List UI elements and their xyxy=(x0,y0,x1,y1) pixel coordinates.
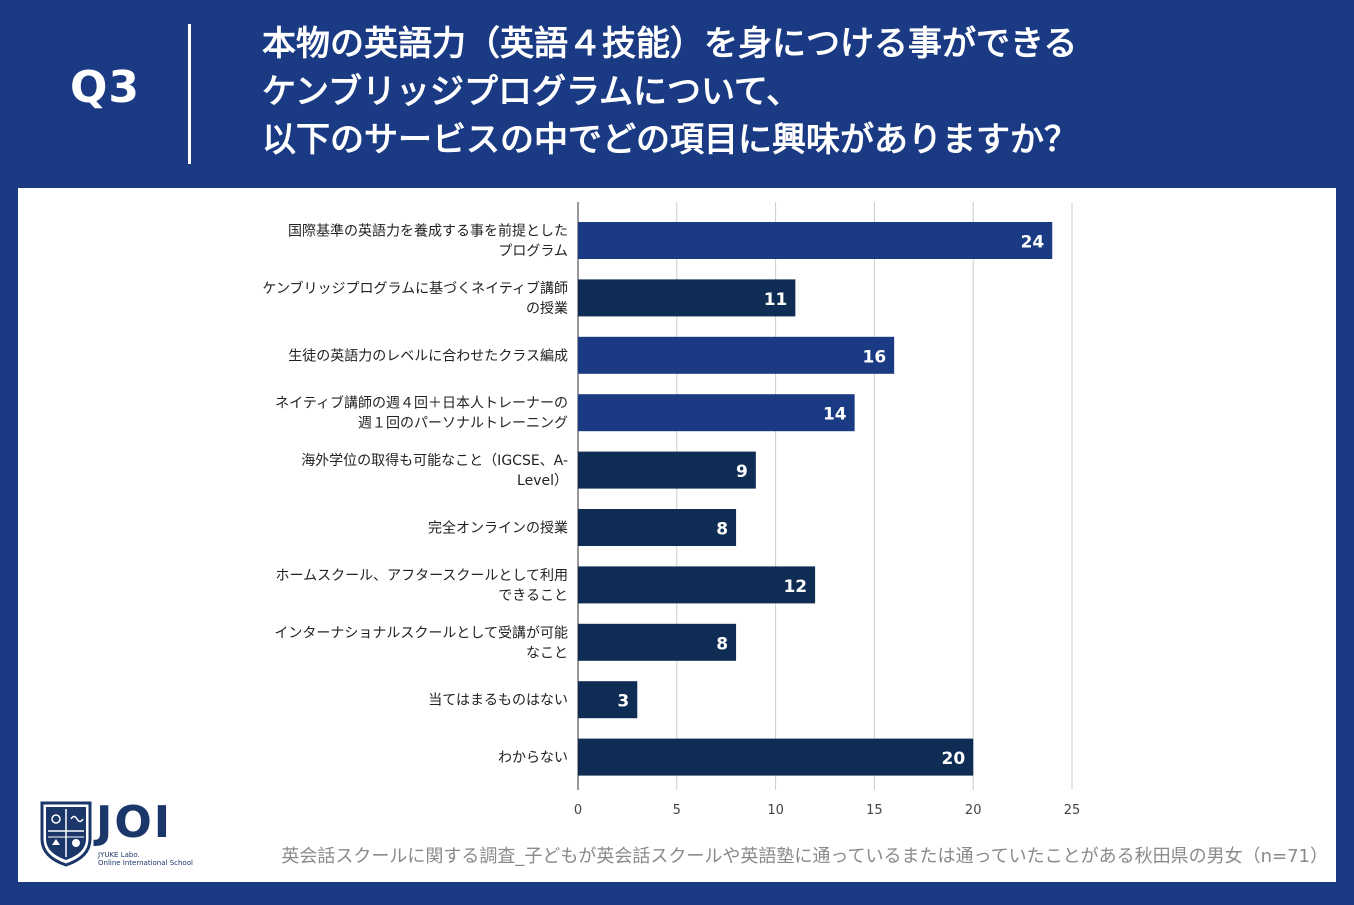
logo-subtitle-line-2: Online International School xyxy=(98,859,193,867)
question-title: 本物の英語力（英語４技能）を身につける事ができる ケンブリッジプログラムについて… xyxy=(262,20,1342,164)
category-label-line: 完全オンラインの授業 xyxy=(428,520,568,537)
category-label: ネイティブ講師の週４回＋日本人トレーナーの週１回のパーソナルトレーニング xyxy=(275,395,568,432)
x-tick-label: 20 xyxy=(965,803,982,818)
logo-subtitle-line-1: JYUKE Labo. xyxy=(98,851,140,859)
logo-subtitle: JYUKE Labo. Online International School xyxy=(98,851,193,867)
x-tick-label: 10 xyxy=(767,803,784,818)
category-label-line: 当てはまるものはない xyxy=(428,693,568,709)
question-title-line-3: 以下のサービスの中でどの項目に興味がありますか？ xyxy=(262,120,1078,160)
question-title-line-1: 本物の英語力（英語４技能）を身につける事ができる xyxy=(262,24,1078,64)
bar xyxy=(578,623,737,661)
x-tick-label: 25 xyxy=(1064,803,1081,818)
category-label-line: ケンブリッジプログラムに基づくネイティブ講師 xyxy=(262,280,568,297)
bar xyxy=(578,509,737,546)
category-label: 当てはまるものはない xyxy=(428,693,568,709)
bar xyxy=(578,738,974,776)
bar xyxy=(578,394,855,432)
bar-value-label: 8 xyxy=(716,520,728,540)
category-label-line: プログラム xyxy=(498,244,568,260)
category-label-line: の授業 xyxy=(526,301,568,317)
category-label-line: なこと xyxy=(526,645,568,661)
category-label-line: インターナショナルスクールとして受講が可能 xyxy=(274,625,568,641)
bar xyxy=(578,566,816,604)
category-label: 海外学位の取得も可能なこと（IGCSE、A- Level） xyxy=(301,452,568,489)
bar-value-label: 24 xyxy=(1021,233,1045,253)
category-label: 生徒の英語力のレベルに合わせたクラス編成 xyxy=(288,347,568,364)
category-label-line: ネイティブ講師の週４回＋日本人トレーナーの xyxy=(275,395,568,412)
survey-footnote: 英会話スクールに関する調査_子どもが英会話スクールや英語塾に通っているまたは通っ… xyxy=(281,846,1328,867)
shield-emblem-icon xyxy=(40,801,92,867)
question-title-line-2: ケンブリッジプログラムについて、 xyxy=(262,72,801,112)
category-label: わからない xyxy=(498,750,568,766)
bar-value-label: 8 xyxy=(716,634,728,654)
category-label-line: 国際基準の英語力を養成する事を前提とした xyxy=(288,223,568,240)
bar-value-label: 20 xyxy=(942,749,966,769)
category-label-line: ホームスクール、アフタースクールとして利用 xyxy=(276,568,568,584)
category-label: インターナショナルスクールとして受講が可能なこと xyxy=(274,625,568,661)
logo-wordmark: JOI xyxy=(96,797,173,848)
bar xyxy=(578,222,1053,259)
category-label-line: 海外学位の取得も可能なこと（IGCSE、A- xyxy=(301,452,568,469)
bar xyxy=(578,681,638,719)
category-label-line: Level） xyxy=(517,473,568,489)
x-tick-label: 15 xyxy=(866,803,883,818)
joi-logo: JOI JYUKE Labo. Online International Sch… xyxy=(38,797,208,869)
category-label: 国際基準の英語力を養成する事を前提としたプログラム xyxy=(288,223,568,260)
bar xyxy=(578,451,756,489)
bar xyxy=(578,336,895,374)
category-label: 完全オンラインの授業 xyxy=(428,520,568,537)
category-label: ケンブリッジプログラムに基づくネイティブ講師の授業 xyxy=(262,280,568,317)
bar-value-label: 11 xyxy=(764,290,788,310)
x-tick-label: 5 xyxy=(673,803,681,818)
bar-value-label: 12 xyxy=(783,577,807,597)
category-label-line: 生徒の英語力のレベルに合わせたクラス編成 xyxy=(288,347,568,364)
category-label-line: できること xyxy=(498,588,568,604)
bar xyxy=(578,279,796,317)
header-divider xyxy=(188,24,191,164)
bar-value-label: 9 xyxy=(736,462,748,482)
category-label-line: 週１回のパーソナルトレーニング xyxy=(358,416,568,432)
header: Q3 本物の英語力（英語４技能）を身につける事ができる ケンブリッジプログラムに… xyxy=(0,0,1354,188)
bar-value-label: 14 xyxy=(823,405,847,425)
bar-value-label: 16 xyxy=(862,347,886,367)
x-tick-label: 0 xyxy=(574,803,582,818)
category-label: ホームスクール、アフタースクールとして利用できること xyxy=(276,568,568,604)
category-label-line: わからない xyxy=(498,750,568,766)
bar-value-label: 3 xyxy=(617,692,629,712)
question-number: Q3 xyxy=(70,62,141,113)
